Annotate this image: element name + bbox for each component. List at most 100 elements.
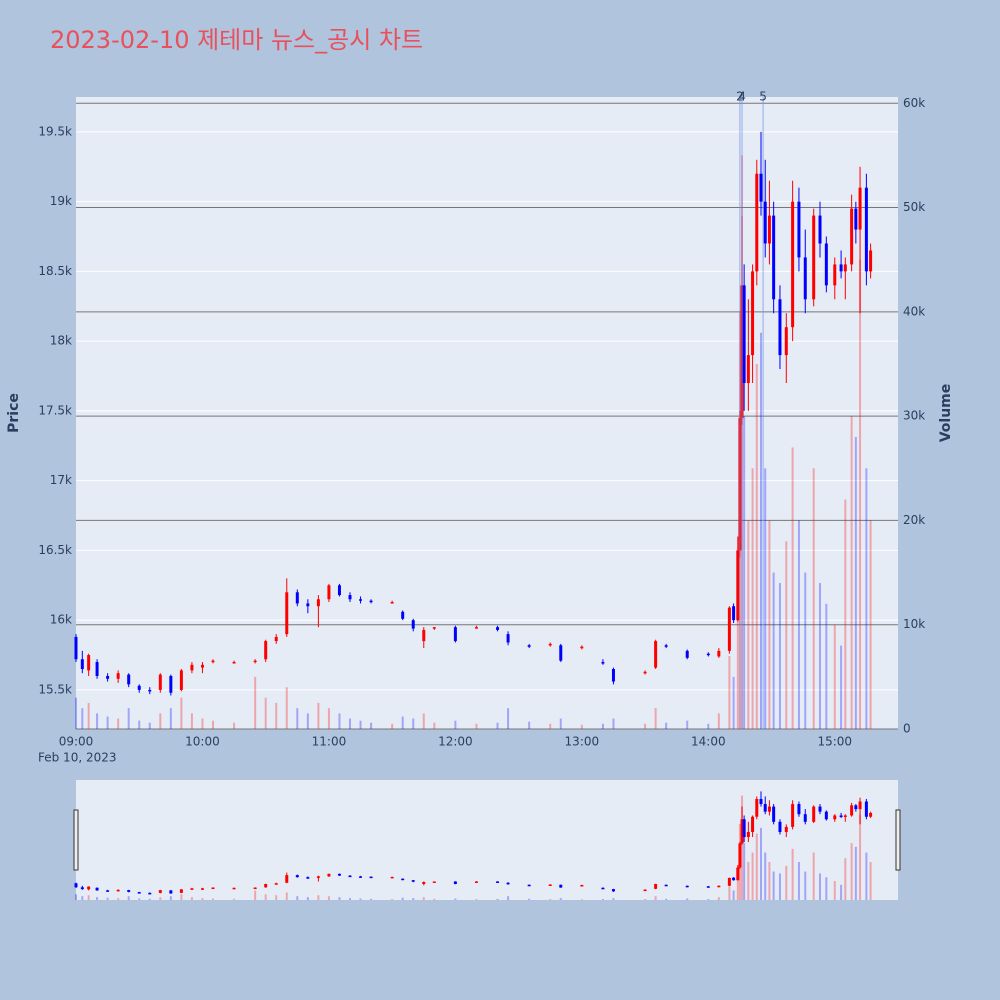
volume-bar xyxy=(454,720,457,729)
slider-candle-body xyxy=(506,882,510,885)
slider-volume-bar xyxy=(612,898,615,900)
slider-volume-bar xyxy=(840,884,843,900)
candle-body xyxy=(858,187,862,230)
candle-body xyxy=(850,208,854,265)
volume-bar xyxy=(212,720,214,729)
slider-candle-body xyxy=(643,889,647,892)
x-tick-label: 11:00 xyxy=(312,735,347,749)
slider-volume-bar xyxy=(285,892,288,900)
slider-candle-body xyxy=(654,884,658,889)
slider-handle[interactable] xyxy=(895,809,901,871)
slider-candle-body xyxy=(295,875,299,878)
slider-candle-body xyxy=(274,883,278,885)
slider-volume-bar xyxy=(747,862,750,900)
volume-bar xyxy=(760,332,762,729)
candle-body xyxy=(158,674,162,690)
slider-candle-body xyxy=(854,805,858,810)
slider-candle-body xyxy=(148,892,152,895)
y2-tick-label: 20k xyxy=(903,513,925,527)
slider-volume-bar xyxy=(507,896,510,900)
candle-body xyxy=(496,627,500,630)
slider-candle-body xyxy=(778,821,782,832)
y-tick-label: 19.5k xyxy=(38,124,72,138)
slider-candle-body xyxy=(190,888,194,890)
x-tick-label: 13:00 xyxy=(565,735,600,749)
slider-handle[interactable] xyxy=(73,809,79,871)
volume-bar xyxy=(812,468,815,729)
slider-volume-bar xyxy=(117,898,120,900)
volume-bar xyxy=(254,676,257,729)
slider-volume-bar xyxy=(665,898,668,900)
slider-volume-bar xyxy=(755,833,758,900)
candle-body xyxy=(791,201,795,328)
candle-body xyxy=(559,645,563,661)
x-tick-label: 09:00 xyxy=(59,735,94,749)
x-tick-label: 10:00 xyxy=(185,735,220,749)
y2-tick-label: 10k xyxy=(903,617,925,631)
slider-candle-body xyxy=(717,885,721,888)
volume-bar xyxy=(768,520,771,729)
candle-body xyxy=(316,599,320,607)
volume-bar xyxy=(654,708,657,729)
slider-candle-body xyxy=(327,873,331,877)
candle-body xyxy=(643,671,647,674)
annotation-label: 4 xyxy=(738,90,746,104)
slider-candle-body xyxy=(738,843,742,868)
volume-bar xyxy=(306,713,309,729)
candle-body xyxy=(685,650,689,658)
slider-volume-bar xyxy=(869,862,872,900)
slider-volume-bar xyxy=(138,898,141,900)
slider-volume-bar xyxy=(454,898,457,900)
slider-volume-bar xyxy=(201,898,204,900)
volume-bar xyxy=(840,645,843,729)
slider-candle-body xyxy=(742,819,746,838)
candle-body xyxy=(253,660,257,663)
slider-candle-body xyxy=(200,888,204,890)
candle-body xyxy=(797,201,801,258)
candle-body xyxy=(190,664,194,671)
slider-candle-body xyxy=(858,801,862,810)
volume-bar xyxy=(772,572,775,729)
slider-candle-body xyxy=(843,815,847,817)
candle-body xyxy=(327,585,331,600)
slider-volume-bar xyxy=(496,898,499,900)
volume-bar xyxy=(728,655,731,729)
slider-candle-body xyxy=(740,819,744,844)
slider-candle-body xyxy=(767,806,771,812)
candle-body xyxy=(755,173,759,272)
candle-body xyxy=(601,662,605,664)
volume-bar xyxy=(412,718,415,729)
slider-candle-body xyxy=(763,804,767,812)
volume-bar xyxy=(804,572,807,729)
x-tick-label: 12:00 xyxy=(438,735,473,749)
candle-body xyxy=(285,592,289,635)
candle-body xyxy=(527,645,531,647)
candle-body xyxy=(432,627,436,629)
slider-volume-bar xyxy=(732,890,735,900)
slider-volume-bar xyxy=(760,827,762,900)
slider-volume-bar xyxy=(159,897,162,900)
range-slider[interactable] xyxy=(76,780,898,900)
slider-volume-bar xyxy=(254,890,257,900)
candle-body xyxy=(751,271,755,356)
slider-candle-body xyxy=(759,798,763,805)
slider-candle-body xyxy=(137,892,141,894)
volume-bar xyxy=(686,720,689,729)
candle-body xyxy=(869,250,873,272)
volume-bar xyxy=(785,541,788,729)
volume-bar xyxy=(285,687,288,729)
candle-body xyxy=(506,634,510,643)
candle-body xyxy=(474,627,478,629)
y2-tick-label: 0 xyxy=(903,722,911,736)
y-axis-title: Price xyxy=(6,393,22,433)
candle-body xyxy=(337,585,341,596)
y-tick-label: 16k xyxy=(50,613,72,627)
volume-bar xyxy=(865,468,868,729)
slider-volume-bar xyxy=(728,886,731,900)
volume-bar xyxy=(496,722,499,729)
volume-bar xyxy=(736,603,739,729)
y-tick-label: 19k xyxy=(50,194,72,208)
x-tick-label: 14:00 xyxy=(691,735,726,749)
candle-body xyxy=(87,655,91,671)
volume-bar xyxy=(751,468,754,729)
